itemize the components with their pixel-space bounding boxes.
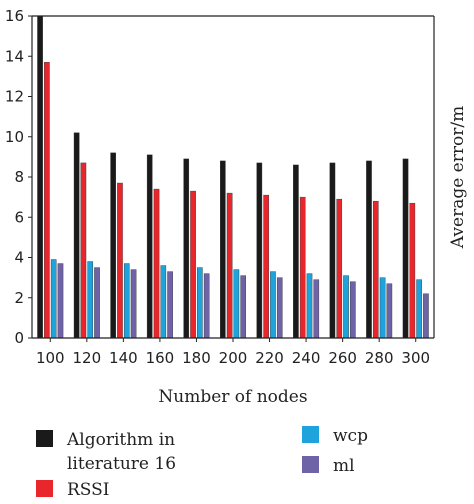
x-axis-label: Number of nodes (158, 387, 307, 407)
bar-s2-120 (87, 261, 94, 339)
bar-s0-140 (110, 152, 116, 339)
bar-s1-280 (372, 200, 379, 339)
bar-s2-200 (233, 269, 240, 339)
legend-item-ml: ml (302, 454, 355, 478)
bar-s3-240 (313, 279, 320, 339)
bar-s3-300 (423, 293, 429, 339)
bar-s3-180 (203, 273, 210, 339)
legend-label-algorithm-line1: Algorithm in (67, 430, 176, 450)
legend-label-rssi: RSSI (67, 480, 110, 500)
bar-s2-220 (270, 271, 276, 339)
bar-s0-220 (256, 162, 263, 339)
bar-s1-300 (409, 202, 416, 339)
y-tick-label: 16 (5, 7, 24, 25)
x-tick-label: 240 (292, 349, 321, 367)
bar-s0-180 (183, 158, 190, 339)
y-tick-label: 8 (14, 168, 24, 186)
bar-s3-220 (276, 277, 283, 339)
legend-label-wcp: wcp (333, 426, 368, 446)
legend-label-algorithm: Algorithm in literature 16 (67, 428, 176, 476)
y-tick-label: 12 (5, 88, 24, 106)
x-tick-label: 100 (36, 349, 65, 367)
bar-s1-140 (117, 182, 123, 339)
legend: Algorithm in literature 16 RSSI wcp ml (0, 418, 474, 504)
legend-swatch-ml (302, 456, 319, 473)
y-axis-label: Average error/m (448, 106, 468, 249)
x-tick-label: 260 (328, 349, 357, 367)
bar-s0-240 (293, 164, 299, 339)
legend-label-ml: ml (333, 456, 355, 476)
bar-s3-160 (167, 271, 173, 339)
x-tick-label: 300 (401, 349, 430, 367)
x-tick-label: 180 (182, 349, 211, 367)
bar-s2-240 (306, 273, 313, 339)
bars-group (37, 15, 429, 339)
bar-s3-120 (94, 267, 100, 339)
y-tick-label: 10 (5, 128, 24, 146)
bar-s3-260 (350, 281, 356, 339)
bar-s1-120 (80, 162, 87, 339)
bar-s2-160 (160, 265, 167, 339)
bar-s3-280 (386, 283, 393, 339)
bar-s0-200 (219, 160, 226, 339)
bar-s3-100 (57, 263, 64, 339)
bar-s0-280 (366, 160, 372, 339)
legend-swatch-algorithm (36, 430, 53, 447)
bar-s2-300 (416, 279, 422, 339)
bar-s2-280 (379, 277, 386, 339)
legend-swatch-rssi (36, 480, 53, 497)
legend-swatch-wcp (302, 426, 319, 443)
bar-s0-120 (73, 132, 80, 339)
y-tick-label: 6 (14, 208, 24, 226)
x-ticks-group: 100 120 140 160 180 200 220 240 260 280 300 (36, 338, 430, 367)
legend-label-algorithm-line2: literature 16 (67, 454, 177, 474)
bar-s1-260 (336, 198, 343, 339)
bar-s2-140 (123, 263, 130, 339)
bar-s0-300 (402, 158, 409, 339)
x-tick-label: 280 (365, 349, 394, 367)
x-tick-label: 120 (72, 349, 101, 367)
x-tick-label: 140 (109, 349, 138, 367)
y-tick-label: 2 (14, 289, 24, 307)
bar-s2-260 (343, 275, 349, 339)
legend-item-algorithm: Algorithm in literature 16 (36, 428, 176, 476)
y-tick-label: 4 (14, 249, 24, 267)
bar-s1-200 (226, 192, 233, 339)
legend-item-wcp: wcp (302, 424, 368, 448)
bar-s2-100 (50, 259, 57, 339)
x-tick-label: 160 (146, 349, 175, 367)
bar-s0-100 (37, 15, 43, 339)
y-tick-label: 14 (5, 47, 24, 65)
bar-s1-180 (190, 190, 196, 339)
y-tick-label: 0 (14, 329, 24, 347)
bar-s1-100 (44, 62, 50, 339)
bar-s1-160 (153, 188, 160, 339)
legend-item-rssi: RSSI (36, 478, 110, 502)
bar-s0-260 (329, 162, 336, 339)
bar-s2-180 (197, 267, 203, 339)
y-ticks-group: 0 2 4 6 8 10 12 14 16 (5, 7, 32, 347)
bar-s1-240 (299, 196, 306, 339)
x-tick-label: 220 (255, 349, 284, 367)
bar-chart: 0 2 4 6 8 10 12 14 16 100 120 140 160 180 200 220 240 26… (5, 7, 468, 407)
bar-s1-220 (263, 194, 269, 339)
bar-s3-200 (240, 275, 247, 339)
x-tick-label: 200 (219, 349, 248, 367)
bar-s0-160 (146, 154, 153, 339)
bar-s3-140 (130, 269, 137, 339)
